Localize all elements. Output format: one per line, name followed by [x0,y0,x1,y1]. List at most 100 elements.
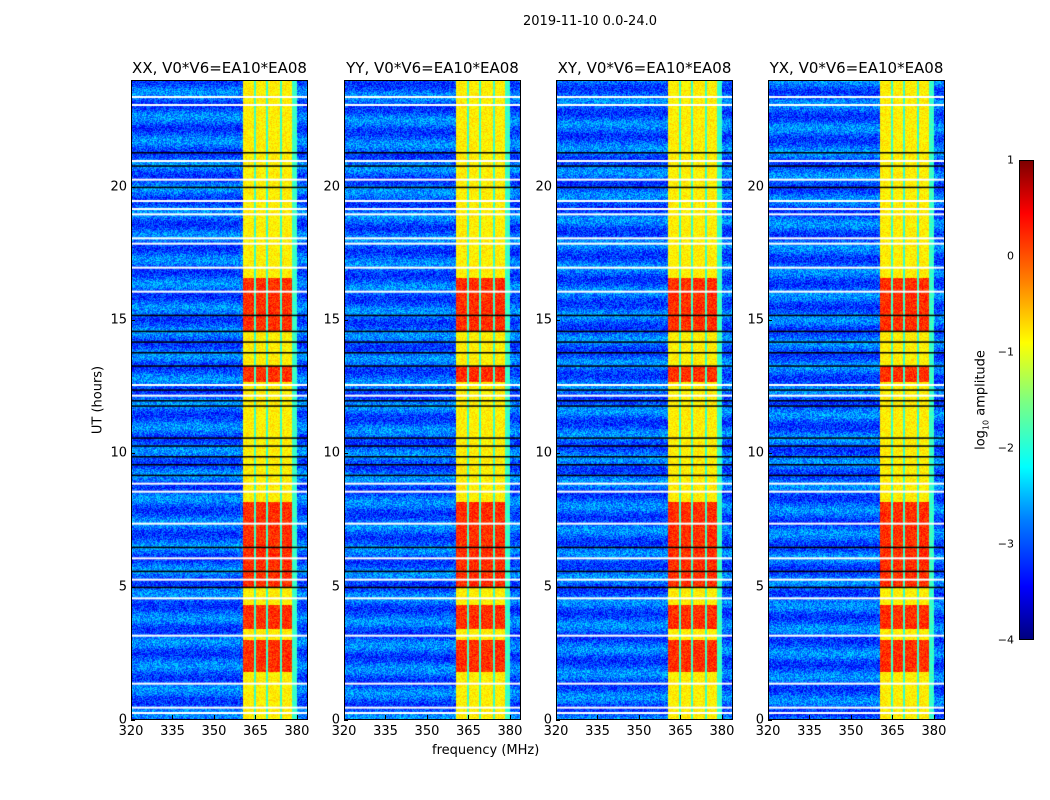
colorbar-tick-label: −3 [997,537,1014,551]
y-tick-mark [768,586,772,588]
x-tick-label: 365 [880,724,905,739]
y-tick-label: 0 [755,712,764,728]
spectrogram-heatmap [132,81,307,719]
y-tick-mark [131,720,135,721]
x-tick-mark [597,715,599,719]
x-tick-label: 350 [626,724,652,739]
x-tick-label: 380 [709,724,735,739]
spectrogram-heatmap [557,81,732,719]
x-tick-label: 335 [373,724,398,739]
x-tick-mark [344,715,345,719]
x-tick-label: 365 [668,724,693,739]
x-tick-mark [296,715,298,719]
x-tick-mark [172,715,174,719]
y-tick-mark [344,720,348,721]
y-tick-mark [344,586,348,588]
x-tick-mark [556,715,557,719]
y-tick-mark [768,453,772,455]
y-tick-label: 10 [323,445,340,461]
y-tick-mark [131,453,135,455]
panel-title: YY, V0*V6=EA10*EA08 [346,59,519,77]
x-tick-mark [680,715,682,719]
spectrogram-panel [556,80,733,720]
y-tick-mark [768,186,772,188]
x-tick-label: 350 [838,724,864,739]
colorbar [1019,160,1034,640]
y-tick-label: 5 [118,579,127,595]
x-tick-mark [509,715,511,719]
y-tick-mark [344,320,348,321]
colorbar-label-sub: 10 [981,419,991,431]
y-tick-label: 20 [535,179,552,195]
x-tick-mark [131,715,132,719]
panel-title: XX, V0*V6=EA10*EA08 [132,59,307,77]
x-tick-label: 365 [456,724,481,739]
colorbar-tick-label: −4 [997,633,1014,647]
y-tick-label: 15 [747,312,764,328]
x-tick-label: 335 [585,724,610,739]
colorbar-tick-label: −1 [997,345,1014,359]
y-tick-label: 0 [118,712,127,728]
y-tick-label: 20 [110,179,127,195]
x-tick-mark [850,715,852,719]
y-tick-label: 10 [110,445,127,461]
colorbar-tick-label: −2 [997,441,1014,455]
y-tick-mark [556,186,560,188]
x-tick-label: 335 [797,724,822,739]
y-tick-label: 20 [323,179,340,195]
x-tick-label: 350 [414,724,440,739]
x-tick-label: 320 [118,724,144,739]
figure-title: 2019-11-10 0.0-24.0 [523,14,657,29]
colorbar-tick-label: 0 [1007,249,1014,263]
x-tick-mark [933,715,935,719]
x-tick-label: 320 [543,724,569,739]
y-tick-label: 0 [331,712,340,728]
y-tick-label: 20 [747,179,764,195]
x-tick-mark [892,715,894,719]
y-tick-mark [344,186,348,188]
x-tick-label: 365 [243,724,268,739]
y-tick-label: 15 [535,312,552,328]
y-tick-label: 15 [110,312,127,328]
y-tick-label: 10 [535,445,552,461]
y-tick-label: 15 [323,312,340,328]
x-tick-mark [638,715,640,719]
x-axis-label: frequency (MHz) [432,743,540,758]
y-tick-label: 5 [331,579,340,595]
y-tick-mark [556,586,560,588]
x-tick-label: 380 [921,724,947,739]
panel-title: XY, V0*V6=EA10*EA08 [557,59,732,77]
y-tick-mark [556,453,560,455]
y-tick-label: 10 [747,445,764,461]
spectrogram-panel [768,80,945,720]
y-tick-mark [556,720,560,721]
y-tick-mark [131,186,135,188]
y-tick-label: 0 [543,712,552,728]
colorbar-label: log10 amplitude [974,350,991,450]
y-tick-mark [556,320,560,321]
x-tick-label: 320 [331,724,357,739]
y-axis-label: UT (hours) [90,365,106,435]
x-tick-label: 350 [201,724,227,739]
y-tick-mark [131,586,135,588]
x-tick-label: 380 [284,724,310,739]
x-tick-mark [468,715,470,719]
x-tick-mark [768,715,769,719]
colorbar-tick-label: 1 [1007,153,1014,167]
colorbar-label-rest: amplitude [973,350,989,420]
x-tick-mark [721,715,723,719]
x-tick-mark [213,715,215,719]
y-tick-mark [768,320,772,321]
panel-title: YX, V0*V6=EA10*EA08 [769,59,944,77]
y-tick-mark [344,453,348,455]
x-tick-mark [385,715,387,719]
spectrogram-heatmap [345,81,520,719]
x-tick-label: 380 [497,724,523,739]
y-tick-label: 5 [543,579,552,595]
x-tick-label: 320 [755,724,781,739]
x-tick-label: 335 [160,724,185,739]
y-tick-mark [768,720,772,721]
spectrogram-panel [344,80,521,720]
y-tick-label: 5 [755,579,764,595]
